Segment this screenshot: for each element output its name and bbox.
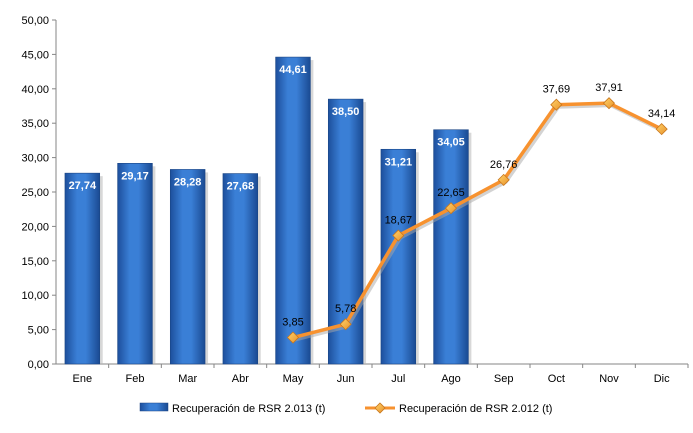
- x-tick-label: Jun: [337, 373, 355, 385]
- line-point-marker: [286, 331, 300, 344]
- y-tick-label: 20,00: [21, 221, 49, 233]
- bar: [64, 172, 101, 365]
- bar: [275, 56, 311, 365]
- y-tick-label: 15,00: [21, 256, 49, 268]
- y-tick-label: 50,00: [21, 15, 49, 27]
- line-point-marker: [655, 123, 668, 136]
- line-data-label: 5,78: [335, 303, 356, 315]
- y-tick-label: 45,00: [21, 49, 49, 61]
- x-tick-label: May: [283, 373, 304, 385]
- legend-label-line: Recuperación de RSR 2.012 (t): [399, 403, 552, 415]
- bar-data-label: 27,74: [69, 180, 97, 192]
- bar: [433, 129, 469, 365]
- line-data-label: 37,91: [595, 82, 623, 94]
- bar-data-label: 31,21: [385, 156, 413, 168]
- legend: Recuperación de RSR 2.013 (t) Recuperació…: [139, 402, 552, 415]
- line-data-label: 26,76: [490, 159, 518, 171]
- bar-data-label: 38,50: [332, 106, 360, 118]
- x-tick-label: Dic: [654, 373, 670, 385]
- x-tick-label: Nov: [599, 373, 619, 385]
- y-tick-label: 10,00: [21, 290, 49, 302]
- y-tick-label: 5,00: [28, 325, 49, 337]
- x-tick-label: Feb: [126, 373, 145, 385]
- series-line: [292, 101, 663, 340]
- y-tick-label: 0,00: [28, 359, 49, 371]
- bar-data-label: 44,61: [279, 64, 307, 76]
- line-data-label: 34,14: [648, 108, 676, 120]
- bar-data-label: 28,28: [174, 176, 202, 188]
- bar: [169, 169, 206, 365]
- x-tick-label: Abr: [232, 373, 249, 385]
- bar: [222, 173, 259, 365]
- x-tick-label: Sep: [494, 373, 514, 385]
- legend-swatch-marker: [374, 402, 386, 414]
- bar-data-label: 27,68: [227, 181, 255, 193]
- bar-data-label: 29,17: [121, 170, 149, 182]
- x-tick-label: Ene: [73, 373, 93, 385]
- x-tick-label: Ago: [441, 373, 461, 385]
- y-tick-label: 30,00: [21, 153, 49, 165]
- line-point-marker: [602, 97, 616, 110]
- bar: [117, 163, 153, 365]
- line-data-label: 18,67: [385, 215, 413, 227]
- line-point-marker: [550, 98, 563, 111]
- bar-data-label: 34,05: [437, 137, 465, 149]
- y-tick-label: 40,00: [21, 84, 49, 96]
- x-tick-label: Jul: [391, 373, 405, 385]
- legend-swatch-bar: [139, 402, 169, 412]
- line-point-marker: [392, 229, 405, 242]
- legend-label-bar: Recuperación de RSR 2.013 (t): [172, 403, 325, 415]
- x-tick-label: Oct: [548, 373, 565, 385]
- line-point-marker: [497, 173, 510, 186]
- line-point-marker: [444, 202, 458, 215]
- line-point-marker: [339, 318, 352, 331]
- line-data-label: 3,85: [282, 317, 303, 329]
- series-line-shadow: [294, 103, 665, 342]
- line-data-label: 22,65: [437, 187, 465, 199]
- x-tick-label: Mar: [178, 373, 197, 385]
- line-data-label: 37,69: [543, 84, 571, 96]
- y-tick-label: 35,00: [21, 118, 49, 130]
- y-tick-label: 25,00: [21, 187, 49, 199]
